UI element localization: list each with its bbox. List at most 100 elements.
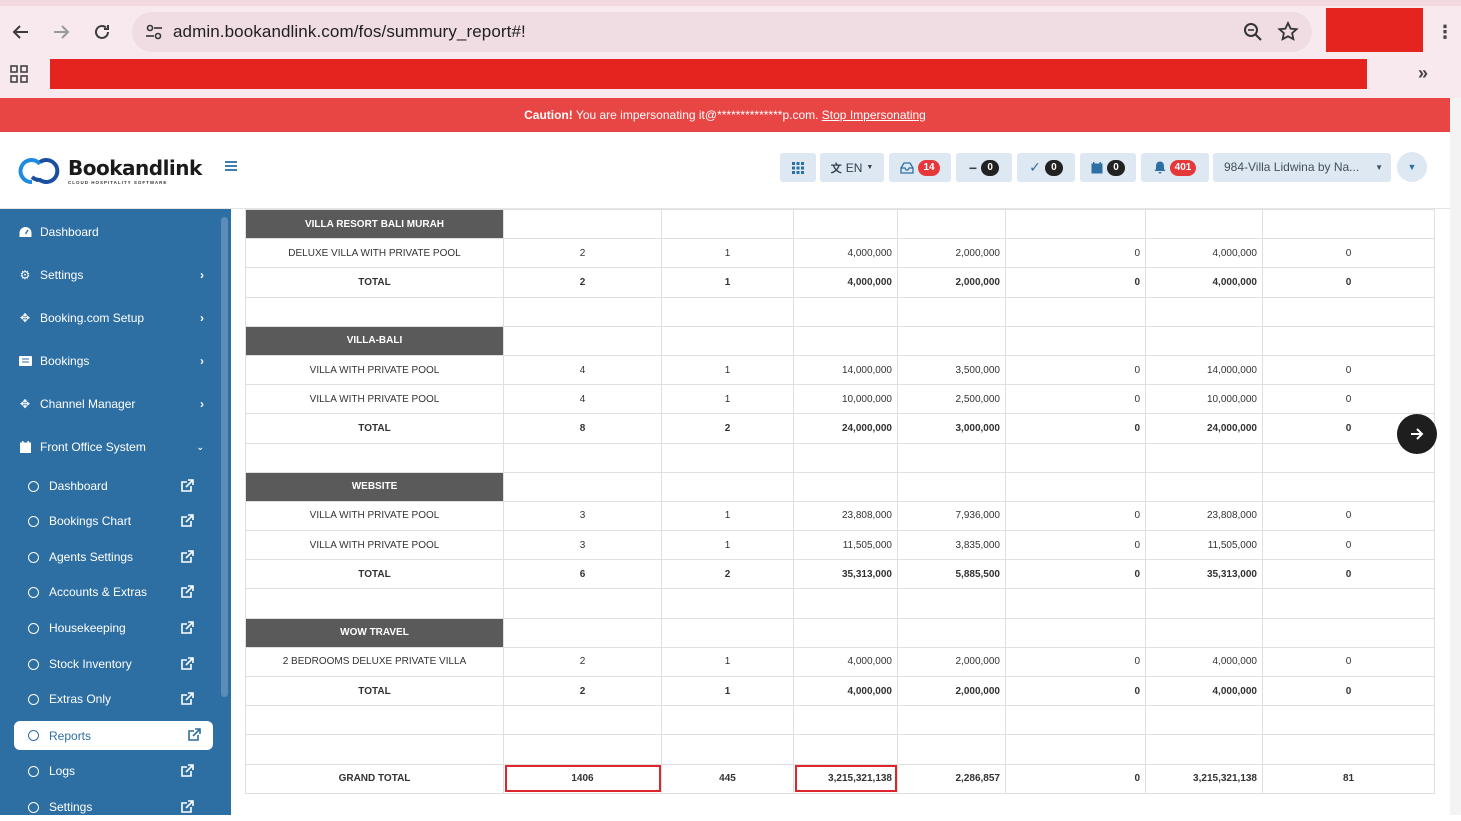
table-cell: 2: [503, 646, 662, 678]
browser-toolbar: admin.bookandlink.com/fos/summury_report…: [0, 0, 1461, 98]
departures-button[interactable]: − 0: [956, 153, 1012, 182]
subnav-logs[interactable]: Logs: [0, 757, 220, 785]
external-link-icon: [181, 657, 194, 670]
hotel-selector[interactable]: 984-Villa Lidwina by Na... ▼: [1213, 153, 1391, 182]
subnav-label: Settings: [49, 800, 93, 814]
grand-total-row: GRAND TOTAL 1406 445 3,215,321,138 2,286,857…: [245, 763, 1435, 794]
sidebar-item-channel-manager[interactable]: ✥ Channel Manager ›: [0, 389, 220, 419]
table-cell: [661, 325, 794, 356]
table-cell: [897, 209, 1006, 240]
table-cell: [245, 442, 504, 473]
table-cell: [897, 325, 1006, 356]
total-row: TOTAL 6 2 35,313,000 5,885,500 0 35,313,000 0: [245, 559, 1435, 590]
checkins-button[interactable]: ✓ 0: [1017, 153, 1075, 182]
subnav-label: Housekeeping: [49, 621, 126, 635]
chevron-down-icon: ▼: [1375, 163, 1383, 172]
table-cell: [1005, 442, 1146, 473]
subnav-accounts-extras[interactable]: Accounts & Extras: [0, 578, 220, 606]
summary-report-table: VILLA RESORT BALI MURAH DELUXE VILLA WITH…: [245, 209, 1435, 794]
table-cell: 5,885,500: [897, 559, 1006, 590]
group-name: WOW TRAVEL: [245, 617, 504, 648]
subnav-agents-settings[interactable]: Agents Settings: [0, 543, 220, 571]
sidebar-item-bookings[interactable]: Bookings ›: [0, 346, 220, 376]
circle-icon: [28, 801, 39, 813]
table-cell: [897, 705, 1006, 736]
sidebar: Dashboard ⚙ Settings › ✥ Booking.com Set…: [0, 209, 231, 815]
table-cell: 6: [503, 559, 662, 590]
minus-icon: −: [968, 159, 978, 176]
logo-icon: [18, 158, 60, 185]
next-arrow-button[interactable]: [1397, 414, 1437, 454]
url-text[interactable]: admin.bookandlink.com/fos/summury_report…: [173, 22, 526, 41]
subnav-settings[interactable]: Settings: [0, 793, 220, 821]
browser-menu-icon[interactable]: ⋮: [1436, 22, 1454, 42]
table-cell: [503, 442, 662, 473]
calendar-button[interactable]: 0: [1080, 153, 1136, 182]
circle-icon: [28, 480, 39, 492]
table-cell: 14,000,000: [793, 354, 898, 386]
messages-button[interactable]: 14: [889, 153, 951, 182]
subnav-reports[interactable]: Reports: [14, 721, 213, 750]
brand-tagline: CLOUD HOSPITALITY SOFTWARE: [68, 180, 168, 185]
table-cell: [1145, 705, 1263, 736]
dashboard-icon: [18, 225, 32, 239]
external-link-icon: [181, 764, 194, 777]
sidebar-item-dashboard[interactable]: Dashboard: [0, 217, 220, 247]
chevron-right-icon: ›: [200, 311, 204, 325]
table-cell: [793, 325, 898, 356]
brand-logo[interactable]: Bookandlink CLOUD HOSPITALITY SOFTWARE: [18, 154, 202, 190]
subnav-housekeeping[interactable]: Housekeeping: [0, 614, 220, 642]
reload-icon[interactable]: [90, 20, 114, 44]
total-row: TOTAL 8 2 24,000,000 3,000,000 0 24,000,000 0: [245, 413, 1435, 444]
page-scrollbar[interactable]: [1450, 98, 1461, 815]
table-cell: 1: [661, 646, 794, 678]
zoom-icon[interactable]: [1242, 21, 1264, 43]
sidebar-item-booking-com-setup[interactable]: ✥ Booking.com Setup ›: [0, 303, 220, 333]
language-button[interactable]: 文 EN ▼: [820, 153, 884, 182]
table-cell: [1262, 617, 1435, 648]
table-cell: 4,000,000: [1145, 238, 1263, 269]
subnav-dashboard[interactable]: Dashboard: [0, 472, 220, 500]
move-icon: ✥: [19, 397, 31, 411]
table-cell: 4,000,000: [793, 646, 898, 678]
table-cell: [793, 442, 898, 473]
apps-button[interactable]: [780, 153, 816, 182]
subnav-stock-inventory[interactable]: Stock Inventory: [0, 650, 220, 678]
table-cell: 0: [1005, 559, 1146, 590]
sidebar-scrollbar[interactable]: [221, 217, 228, 697]
table-cell: 1: [661, 530, 794, 561]
table-cell: 3,215,321,138: [793, 763, 898, 794]
external-link-icon: [188, 728, 201, 741]
bookmark-star-icon[interactable]: [1276, 20, 1300, 44]
more-bookmarks-icon[interactable]: »: [1418, 63, 1429, 83]
subnav-label: Stock Inventory: [49, 657, 132, 671]
menu-toggle-icon[interactable]: [225, 161, 237, 173]
bell-icon: [1154, 161, 1166, 174]
translate-icon: 文: [830, 162, 842, 175]
address-bar[interactable]: admin.bookandlink.com/fos/summury_report…: [132, 12, 1312, 52]
table-cell: [1145, 442, 1263, 473]
subnav-extras-only[interactable]: Extras Only: [0, 685, 220, 713]
group-header-row: VILLA-BALI: [245, 325, 1435, 356]
user-menu-button[interactable]: ▼: [1397, 152, 1427, 182]
table-cell: 0: [1262, 675, 1435, 707]
table-cell: [1262, 209, 1435, 240]
sidebar-item-label: Dashboard: [40, 225, 99, 239]
circle-icon: [28, 515, 39, 527]
table-cell: 0: [1262, 530, 1435, 561]
site-settings-icon[interactable]: [144, 22, 164, 42]
table-cell: [1145, 296, 1263, 327]
table-cell: [1145, 617, 1263, 648]
sidebar-item-settings[interactable]: ⚙ Settings ›: [0, 260, 220, 290]
notifications-button[interactable]: 401: [1141, 153, 1209, 182]
stop-impersonating-link[interactable]: Stop Impersonating: [821, 108, 926, 122]
table-cell: 11,505,000: [793, 530, 898, 561]
apps-grid-icon[interactable]: [10, 65, 28, 83]
subnav-bookings-chart[interactable]: Bookings Chart: [0, 507, 220, 535]
chevron-right-icon: ›: [200, 268, 204, 282]
sidebar-item-front-office-system[interactable]: Front Office System ⌄: [0, 432, 220, 462]
group-header-row: VILLA RESORT BALI MURAH: [245, 209, 1435, 240]
forward-icon[interactable]: [49, 20, 73, 44]
table-cell: VILLA WITH PRIVATE POOL: [245, 354, 504, 386]
back-icon[interactable]: [9, 20, 33, 44]
